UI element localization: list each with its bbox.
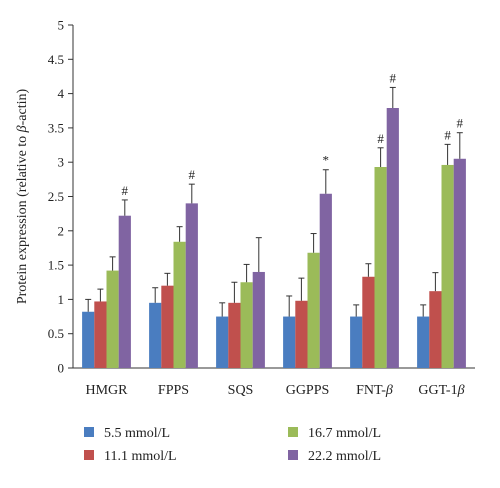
bars-layer: # # * # # # # — [82, 70, 466, 369]
bar — [362, 276, 375, 368]
bar — [149, 302, 162, 368]
x-category-label: SQS — [228, 383, 254, 398]
legend-label: 22.2 mmol/L — [308, 449, 381, 464]
bar — [240, 282, 253, 368]
bar — [374, 167, 387, 368]
y-tick-label: 2.5 — [48, 189, 64, 204]
legend-label: 16.7 mmol/L — [308, 426, 381, 441]
significance-mark: # — [390, 70, 397, 85]
y-tick-label: 4 — [58, 86, 65, 101]
legend-swatch — [288, 450, 298, 460]
y-tick-label: 1.5 — [48, 258, 64, 273]
x-axis-categories: HMGR FPPS SQS GGPPS FNT-β GGT-1β — [85, 383, 464, 398]
y-tick-label: 4.5 — [48, 52, 64, 67]
y-axis-title-part: -actin) — [15, 88, 30, 125]
y-tick-label: 2 — [58, 223, 65, 238]
significance-mark: * — [323, 153, 330, 168]
x-category-label: FNT-β — [356, 383, 393, 398]
bar — [82, 311, 95, 368]
category-beta-symbol: β — [457, 383, 465, 398]
bar — [417, 316, 430, 368]
y-tick-label: 0 — [58, 361, 65, 376]
x-category-label: FPPS — [158, 383, 189, 398]
category-beta-symbol: β — [385, 383, 393, 398]
legend: 5.5 mmol/L 11.1 mmol/L 16.7 mmol/L 22.2 mmo… — [84, 426, 381, 464]
bar — [441, 164, 454, 368]
category-name: HMGR — [85, 383, 128, 398]
y-axis-title: Protein expression (relative to β-actin) — [15, 88, 30, 304]
significance-mark: # — [444, 127, 451, 142]
bar — [252, 271, 265, 368]
bar — [453, 158, 466, 368]
category-name: FNT- — [356, 383, 386, 398]
legend-swatch — [84, 427, 94, 437]
bar — [118, 215, 131, 368]
y-axis-title-part: Protein expression (relative to — [15, 132, 30, 304]
category-name: GGT-1 — [418, 383, 457, 398]
significance-mark: # — [377, 131, 384, 146]
bar — [216, 316, 229, 368]
bar — [228, 302, 241, 368]
legend-label: 5.5 mmol/L — [104, 426, 170, 441]
bar — [161, 285, 174, 368]
y-tick-label: 3.5 — [48, 120, 64, 135]
category-name: GGPPS — [286, 383, 330, 398]
legend-label: 11.1 mmol/L — [104, 449, 177, 464]
significance-mark: # — [122, 183, 129, 198]
bar — [386, 108, 399, 369]
y-axis-title-part: β — [15, 125, 30, 133]
bar — [350, 316, 363, 368]
x-category-label: GGPPS — [286, 383, 330, 398]
y-axis-title-text: Protein expression (relative to β-actin) — [15, 88, 30, 304]
legend-swatch — [288, 427, 298, 437]
category-name: SQS — [228, 383, 254, 398]
legend-swatch — [84, 450, 94, 460]
y-tick-label: 1 — [58, 292, 65, 307]
bar — [106, 270, 119, 368]
bar — [283, 316, 296, 368]
x-category-label: HMGR — [85, 383, 128, 398]
bar — [295, 300, 308, 368]
bar — [319, 193, 332, 368]
significance-mark: # — [189, 167, 196, 182]
bar — [173, 241, 186, 368]
y-tick-label: 3 — [58, 155, 65, 170]
x-category-label: GGT-1β — [418, 383, 464, 398]
category-name: FPPS — [158, 383, 189, 398]
bar — [185, 203, 198, 368]
y-tick-label: 0.5 — [48, 326, 64, 341]
significance-mark: # — [457, 116, 464, 131]
y-axis: 0 0.5 1 1.5 2 2.5 3 3.5 4 4.5 5 — [48, 18, 475, 376]
bar — [94, 301, 107, 368]
bar — [429, 291, 442, 368]
y-tick-label: 5 — [58, 18, 65, 33]
bar — [307, 252, 320, 368]
